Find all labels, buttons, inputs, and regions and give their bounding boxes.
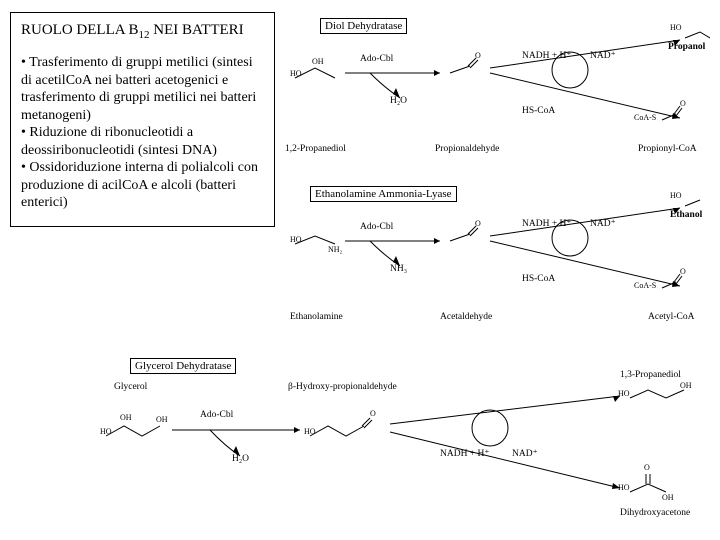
nadh-2: NADH + H⁺ xyxy=(522,218,571,229)
adocbl-1: Ado-Cbl xyxy=(360,54,393,64)
svg-text:HO: HO xyxy=(100,427,112,436)
propanediol13-3: 1,3-Propanediol xyxy=(620,370,681,380)
title-post: NEI BATTERI xyxy=(150,22,244,38)
acetaldehyde-2: Acetaldehyde xyxy=(440,312,492,322)
svg-text:O: O xyxy=(475,219,481,228)
svg-text:HO: HO xyxy=(290,69,302,78)
panel-title: RUOLO DELLA B12 NEI BATTERI xyxy=(21,21,264,42)
ethanol-2: Ethanol xyxy=(670,210,702,220)
svg-text:OH: OH xyxy=(312,57,324,66)
svg-text:O: O xyxy=(370,409,376,418)
svg-text:HO: HO xyxy=(290,235,302,244)
bullet-2: Riduzione di ribonucleotidi a deossiribo… xyxy=(21,124,264,159)
dihydroxy-3: Dihydroxyacetone xyxy=(620,508,690,518)
nh3-2: NH₃ xyxy=(390,264,407,274)
svg-text:O: O xyxy=(644,463,650,472)
propanol-1: Propanol xyxy=(668,42,705,52)
reaction-3-svg: HO OH OH HO O HO OH HO OH O xyxy=(100,358,710,528)
title-sub: 12 xyxy=(139,29,150,41)
text-panel: RUOLO DELLA B12 NEI BATTERI Trasferiment… xyxy=(10,12,275,227)
bullet-1: Trasferimento di gruppi metilici (sintes… xyxy=(21,54,264,124)
bullet-3: Ossidoriduzione interna di polialcoli co… xyxy=(21,159,264,212)
svg-text:NH₂: NH₂ xyxy=(328,245,343,254)
panel-body: Trasferimento di gruppi metilici (sintes… xyxy=(21,54,264,212)
acetylcoa-2: Acetyl-CoA xyxy=(648,312,694,322)
nad-3: NAD⁺ xyxy=(512,448,538,459)
svg-text:OH: OH xyxy=(120,413,132,422)
svg-text:OH: OH xyxy=(680,381,692,390)
svg-text:O: O xyxy=(680,99,686,108)
hscoa-1: HS-CoA xyxy=(522,106,555,116)
svg-text:HO: HO xyxy=(618,389,630,398)
adocbl-2: Ado-Cbl xyxy=(360,222,393,232)
nad-1: NAD⁺ xyxy=(590,50,616,61)
svg-text:CoA-S: CoA-S xyxy=(634,113,656,122)
hscoa-2: HS-CoA xyxy=(522,274,555,284)
svg-text:HO: HO xyxy=(670,23,682,32)
nadh-3: NADH + H⁺ xyxy=(440,448,489,459)
nad-2: NAD⁺ xyxy=(590,218,616,229)
svg-text:HO: HO xyxy=(618,483,630,492)
ethanolamine-2: Ethanolamine xyxy=(290,312,343,322)
h2o-3: H₂O xyxy=(232,454,249,464)
propionylcoa-1: Propionyl-CoA xyxy=(638,144,697,154)
svg-text:OH: OH xyxy=(156,415,168,424)
nadh-1: NADH + H⁺ xyxy=(522,50,571,61)
propionaldehyde-1: Propionaldehyde xyxy=(435,144,499,154)
reaction-1: Diol Dehydratase HO OH O HO CoA-S O Ado-… xyxy=(290,18,710,168)
bhydroxy-3: β-Hydroxy-propionaldehyde xyxy=(288,382,397,392)
svg-text:HO: HO xyxy=(670,191,682,200)
title-pre: RUOLO DELLA B xyxy=(21,22,139,38)
glycerol-3: Glycerol xyxy=(114,382,147,392)
reaction-2-svg: HO NH₂ O HO CoA-S O xyxy=(290,186,710,336)
svg-text:CoA-S: CoA-S xyxy=(634,281,656,290)
svg-text:OH: OH xyxy=(662,493,674,502)
svg-text:O: O xyxy=(680,267,686,276)
svg-text:O: O xyxy=(475,51,481,60)
h2o-1: H₂O xyxy=(390,96,407,106)
adocbl-3: Ado-Cbl xyxy=(200,410,233,420)
reaction-3: Glycerol Dehydratase HO OH OH HO O HO OH… xyxy=(100,358,710,528)
propanediol-1: 1,2-Propanediol xyxy=(285,144,346,154)
reaction-2: Ethanolamine Ammonia-Lyase HO NH₂ O HO C… xyxy=(290,186,710,336)
svg-text:HO: HO xyxy=(304,427,316,436)
